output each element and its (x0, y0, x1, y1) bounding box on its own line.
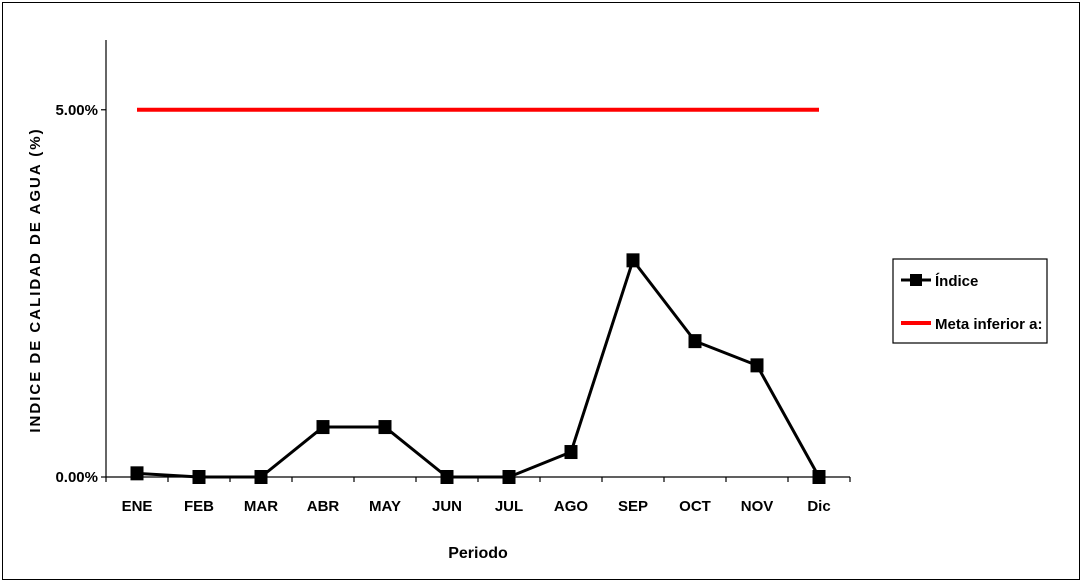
x-tick-label: OCT (679, 498, 711, 515)
axes (101, 40, 851, 482)
x-tick-label: Dic (807, 498, 830, 515)
series-line-indice (136, 258, 821, 479)
data-point-marker (254, 470, 268, 484)
tick-labels: 0.00% 5.00% ENE FEB MAR ABR MAY JUN JUL AGO SEP OCT… (55, 102, 830, 515)
data-point-marker (626, 253, 640, 268)
data-point-marker (688, 334, 702, 349)
data-point-marker (192, 470, 206, 484)
legend-label-meta: Meta inferior a: (935, 316, 1043, 333)
x-tick-label: SEP (618, 498, 648, 515)
data-point-marker (812, 470, 826, 484)
y-tick-label: 5.00% (55, 102, 98, 119)
x-tick-label: ABR (307, 498, 340, 515)
data-point-marker (750, 358, 764, 373)
legend-marker-indice (910, 274, 922, 286)
x-tick-label: MAR (244, 498, 278, 515)
legend: Índice Meta inferior a: (892, 258, 1048, 344)
data-point-marker (502, 470, 516, 484)
x-tick-label: JUL (495, 498, 523, 515)
data-point-marker (316, 420, 330, 435)
x-tick-label: AGO (554, 498, 589, 515)
y-axis-title: INDICE DE CALIDAD DE AGUA (%) (27, 127, 44, 432)
x-tick-label: MAY (369, 498, 401, 515)
legend-label-indice: Índice (935, 273, 978, 290)
series (130, 107, 826, 484)
data-point-marker (440, 470, 454, 484)
data-point-marker (130, 466, 144, 481)
x-tick-label: JUN (432, 498, 462, 515)
data-point-marker (378, 420, 392, 435)
x-tick-label: ENE (122, 498, 153, 515)
x-axis-title: Periodo (448, 545, 508, 562)
x-tick-label: FEB (184, 498, 214, 515)
y-tick-label: 0.00% (55, 469, 98, 486)
legend-box (892, 258, 1048, 344)
data-point-marker (564, 445, 578, 460)
x-tick-label: NOV (741, 498, 774, 515)
